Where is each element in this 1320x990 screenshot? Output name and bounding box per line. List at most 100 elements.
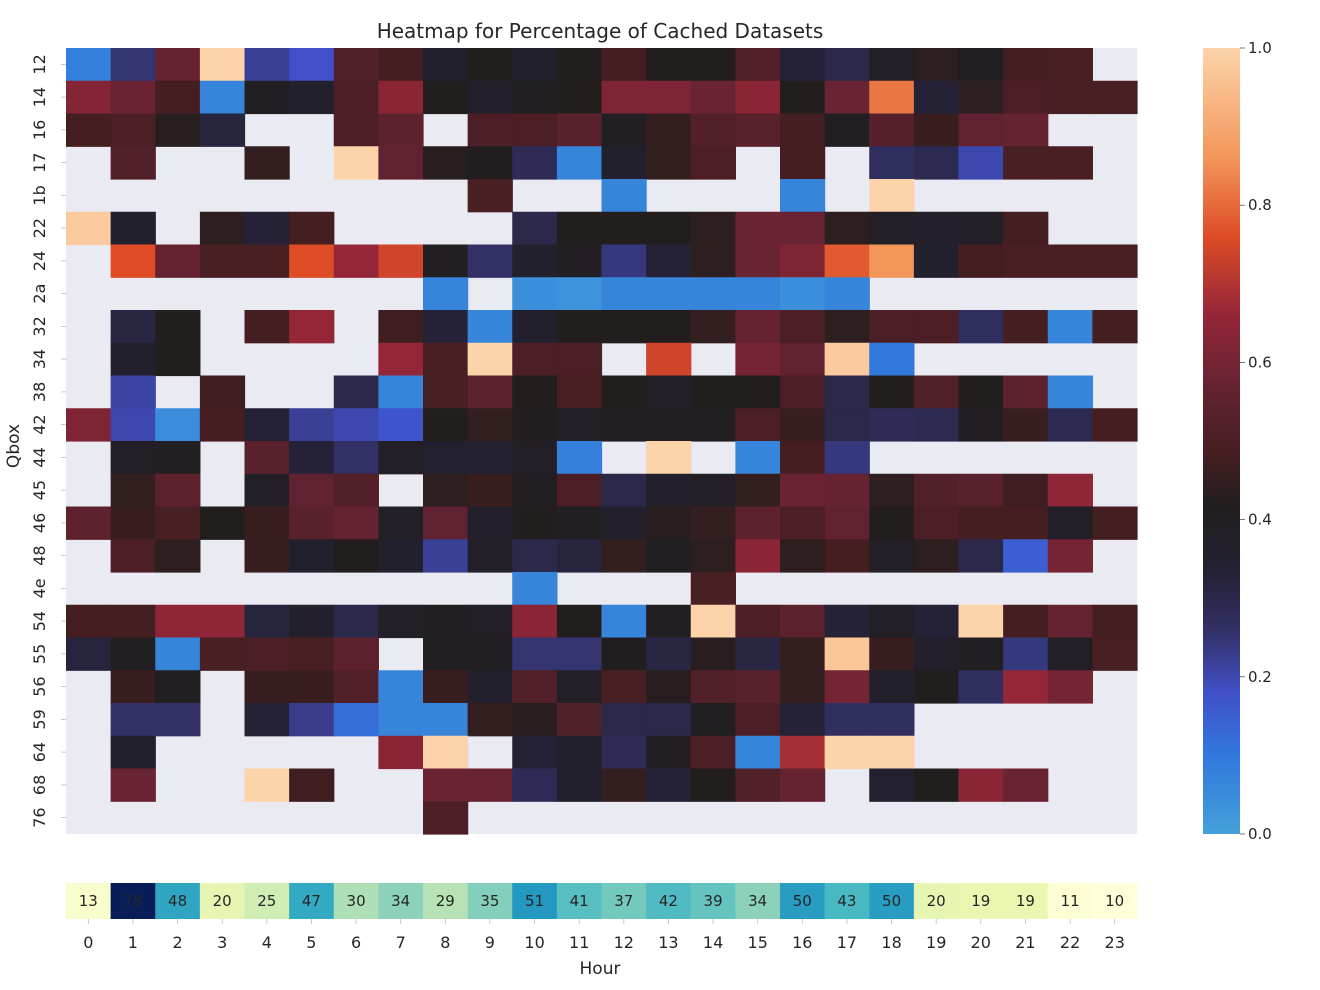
heatmap-cell	[199, 506, 246, 540]
heatmap-cell	[423, 146, 469, 180]
heatmap-cell	[155, 506, 201, 540]
heatmap-cell	[110, 146, 156, 180]
heatmap-cell	[824, 277, 870, 311]
heatmap-cell	[467, 179, 513, 213]
heatmap-cell	[467, 146, 513, 180]
heatmap-cell	[289, 670, 335, 704]
heatmap-cell	[423, 703, 469, 737]
heatmap-cell	[735, 637, 781, 671]
heatmap-cell	[556, 670, 603, 704]
heatmap-cell	[199, 244, 246, 278]
heatmap-cell	[155, 473, 201, 508]
heatmap-cell	[690, 48, 736, 82]
hour-count-cell	[155, 883, 201, 919]
heatmap-cell	[735, 703, 781, 737]
hour-count-cell	[690, 883, 736, 919]
heatmap-cell	[824, 80, 870, 115]
heatmap-cell	[646, 310, 692, 344]
hour-count-cell	[556, 883, 603, 919]
hour-count-value: 19	[1016, 892, 1035, 910]
heatmap-cell	[244, 768, 290, 802]
x-tick-label: 7	[396, 933, 406, 952]
colorbar-tick-label: 0.8	[1248, 196, 1272, 214]
heatmap-cell	[289, 408, 335, 442]
heatmap-cell	[780, 408, 826, 442]
heatmap-cell	[199, 375, 246, 409]
heatmap-cell	[735, 244, 781, 278]
heatmap-cell	[646, 408, 692, 442]
x-tick-label: 19	[926, 933, 946, 952]
colorbar-tick-label: 0.4	[1248, 511, 1272, 529]
x-tick-labels: 0 1 2 3 4 5 6 7 8 9 10 11 12 13 14 15 16 17 18 19 20 21 22 23	[83, 919, 1125, 952]
heatmap-cell	[556, 80, 603, 115]
heatmap-cell	[423, 670, 469, 704]
heatmap-cell	[1047, 473, 1093, 508]
heatmap-cell	[155, 244, 201, 278]
heatmap-cell	[780, 441, 826, 475]
heatmap-cell	[913, 211, 960, 246]
x-tick-label: 12	[614, 933, 634, 952]
x-tick-label: 17	[837, 933, 857, 952]
heatmap-cell	[512, 408, 558, 442]
heatmap-cell	[512, 768, 558, 802]
heatmap-cell	[155, 670, 201, 704]
heatmap-cell	[690, 375, 736, 409]
heatmap-cell	[780, 375, 826, 409]
heatmap-cell	[66, 637, 112, 671]
heatmap-cell	[66, 604, 112, 639]
y-tick-label: 1b	[30, 185, 49, 205]
y-tick-label: 4e	[30, 578, 49, 598]
x-tick-label: 2	[173, 933, 183, 952]
heatmap-cell	[110, 506, 156, 540]
heatmap-cell	[423, 375, 469, 409]
hour-count-cell	[735, 883, 781, 919]
x-tick-label: 18	[881, 933, 901, 952]
heatmap-cell	[512, 342, 558, 377]
heatmap-cell	[423, 539, 469, 573]
heatmap-cell	[958, 768, 1004, 802]
heatmap-cell	[913, 473, 960, 508]
heatmap-cell	[1092, 80, 1138, 115]
x-tick-label: 15	[748, 933, 768, 952]
heatmap-cell	[958, 146, 1004, 180]
heatmap-cell	[1003, 80, 1049, 115]
heatmap-cell	[289, 768, 335, 802]
heatmap-cell	[601, 604, 647, 639]
heatmap-cell	[913, 113, 960, 147]
heatmap-cell	[110, 211, 156, 246]
heatmap-cell	[824, 703, 870, 737]
heatmap-cell	[1003, 48, 1049, 82]
heatmap-cell	[378, 735, 424, 770]
heatmap-cell	[735, 277, 781, 311]
heatmap-cell	[869, 310, 915, 344]
heatmap-cell	[378, 539, 424, 573]
heatmap-cell	[110, 48, 156, 82]
heatmap-cell	[913, 80, 960, 115]
heatmap-cell	[824, 408, 870, 442]
hour-count-cell	[1003, 883, 1049, 919]
heatmap-cell	[66, 506, 112, 540]
heatmap-cell	[735, 80, 781, 115]
heatmap-cell	[467, 375, 513, 409]
heatmap-cell	[646, 441, 692, 475]
heatmap-cell	[913, 539, 960, 573]
heatmap-cell	[690, 113, 736, 147]
heatmap-cell	[423, 604, 469, 639]
hour-count-cell	[1047, 883, 1093, 919]
x-tick-label: 13	[658, 933, 678, 952]
heatmap-cell	[646, 375, 692, 409]
heatmap-cell	[1003, 244, 1049, 278]
heatmap-cell	[958, 506, 1004, 540]
heatmap-cell	[601, 408, 647, 442]
heatmap-cell	[646, 277, 692, 311]
hour-count-value: 30	[347, 892, 366, 910]
heatmap-cell	[958, 80, 1004, 115]
heatmap-cell	[735, 506, 781, 540]
heatmap-cell	[780, 768, 826, 802]
heatmap-cell	[824, 637, 870, 671]
heatmap-cell	[467, 539, 513, 573]
heatmap-cell	[244, 637, 290, 671]
hour-count-cell	[869, 883, 915, 919]
heatmap-cell	[869, 670, 915, 704]
hour-count-value: 50	[793, 892, 812, 910]
